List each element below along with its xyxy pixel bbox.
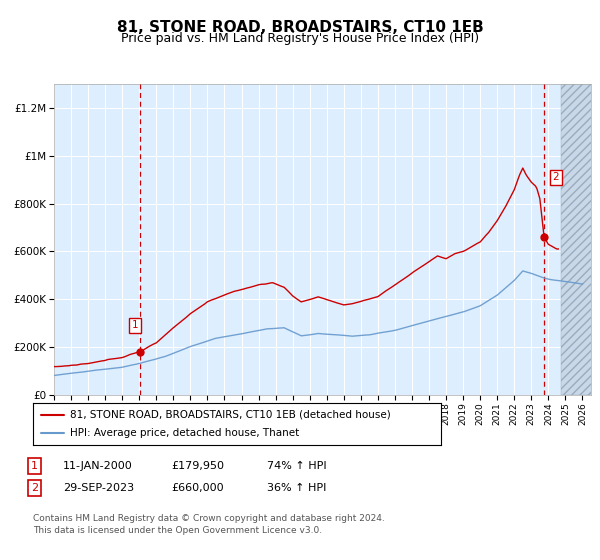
Text: 74% ↑ HPI: 74% ↑ HPI [267, 461, 326, 471]
Text: 2: 2 [31, 483, 38, 493]
Bar [561, 84, 599, 395]
Text: 81, STONE ROAD, BROADSTAIRS, CT10 1EB: 81, STONE ROAD, BROADSTAIRS, CT10 1EB [116, 20, 484, 35]
Text: 36% ↑ HPI: 36% ↑ HPI [267, 483, 326, 493]
Text: 11-JAN-2000: 11-JAN-2000 [63, 461, 133, 471]
Text: 81, STONE ROAD, BROADSTAIRS, CT10 1EB (detached house): 81, STONE ROAD, BROADSTAIRS, CT10 1EB (d… [70, 410, 391, 420]
Text: £660,000: £660,000 [171, 483, 224, 493]
Bar [561, 84, 599, 395]
Text: 2: 2 [553, 172, 559, 182]
Text: £179,950: £179,950 [171, 461, 224, 471]
Text: 29-SEP-2023: 29-SEP-2023 [63, 483, 134, 493]
Text: Contains HM Land Registry data © Crown copyright and database right 2024.
This d: Contains HM Land Registry data © Crown c… [33, 514, 385, 535]
Text: 1: 1 [31, 461, 38, 471]
Text: Price paid vs. HM Land Registry's House Price Index (HPI): Price paid vs. HM Land Registry's House … [121, 32, 479, 45]
Text: 1: 1 [131, 320, 138, 330]
Text: HPI: Average price, detached house, Thanet: HPI: Average price, detached house, Than… [70, 428, 299, 438]
